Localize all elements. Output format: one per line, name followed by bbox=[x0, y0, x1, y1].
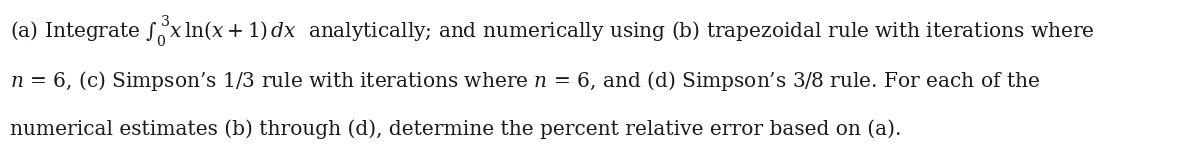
Text: (a) Integrate $\int_0^{\,3} x\,\mathrm{ln}(x+1)\,dx$  analytically; and numerica: (a) Integrate $\int_0^{\,3} x\,\mathrm{l… bbox=[10, 14, 1094, 49]
Text: numerical estimates (b) through (d), determine the percent relative error based : numerical estimates (b) through (d), det… bbox=[10, 120, 901, 139]
Text: $n$ = 6, (c) Simpson’s 1/3 rule with iterations where $n$ = 6, and (d) Simpson’s: $n$ = 6, (c) Simpson’s 1/3 rule with ite… bbox=[10, 69, 1039, 93]
